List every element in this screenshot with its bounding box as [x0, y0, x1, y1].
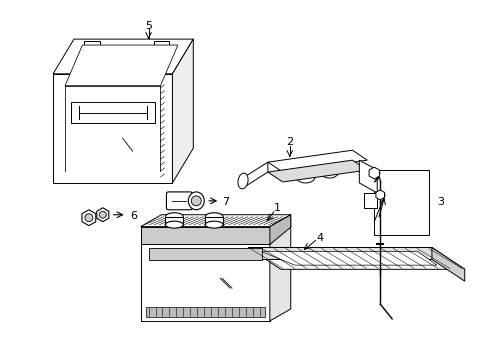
Polygon shape [267, 160, 366, 182]
Text: 3: 3 [436, 197, 443, 207]
Polygon shape [172, 39, 193, 183]
Circle shape [99, 211, 106, 218]
Polygon shape [262, 252, 436, 265]
Polygon shape [71, 102, 154, 123]
Ellipse shape [165, 221, 183, 228]
Text: 4: 4 [315, 233, 323, 243]
Ellipse shape [295, 169, 315, 183]
Polygon shape [247, 247, 431, 260]
Polygon shape [359, 160, 376, 193]
Polygon shape [153, 41, 169, 53]
FancyBboxPatch shape [166, 192, 192, 210]
Polygon shape [247, 247, 464, 269]
Text: 5: 5 [145, 21, 152, 31]
Polygon shape [53, 74, 172, 183]
Ellipse shape [320, 166, 338, 178]
Text: 1: 1 [274, 203, 281, 213]
Ellipse shape [238, 173, 247, 189]
Polygon shape [205, 217, 223, 225]
Text: 2: 2 [285, 137, 293, 147]
Polygon shape [141, 215, 290, 227]
Polygon shape [364, 193, 376, 208]
Ellipse shape [377, 258, 386, 264]
Polygon shape [141, 227, 269, 244]
Circle shape [85, 214, 93, 222]
Ellipse shape [205, 221, 223, 228]
Polygon shape [141, 227, 269, 321]
Polygon shape [148, 248, 262, 260]
Bar [373, 170, 428, 235]
Ellipse shape [188, 192, 204, 210]
Circle shape [191, 196, 201, 206]
Polygon shape [267, 150, 366, 172]
Polygon shape [84, 41, 100, 53]
Polygon shape [245, 162, 267, 186]
Text: 6: 6 [130, 211, 137, 221]
Text: 7: 7 [222, 197, 229, 207]
Polygon shape [269, 215, 290, 321]
Ellipse shape [325, 253, 334, 258]
Ellipse shape [205, 213, 223, 221]
Ellipse shape [165, 213, 183, 221]
Polygon shape [53, 39, 193, 74]
Polygon shape [65, 45, 178, 86]
Polygon shape [165, 217, 183, 225]
Polygon shape [269, 215, 290, 244]
Polygon shape [431, 247, 464, 281]
Polygon shape [145, 307, 264, 317]
